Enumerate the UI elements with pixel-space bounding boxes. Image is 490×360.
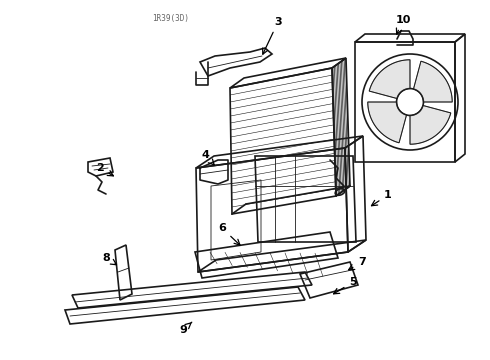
Text: 1R39(3D): 1R39(3D) bbox=[152, 14, 189, 23]
Text: 3: 3 bbox=[263, 17, 282, 54]
Text: 5: 5 bbox=[334, 277, 357, 294]
Text: 4: 4 bbox=[201, 150, 214, 165]
Text: 1: 1 bbox=[371, 190, 392, 206]
Text: 8: 8 bbox=[102, 253, 117, 265]
Text: 9: 9 bbox=[179, 322, 192, 335]
Text: 10: 10 bbox=[395, 15, 411, 34]
Polygon shape bbox=[414, 61, 452, 102]
Text: 7: 7 bbox=[348, 257, 366, 270]
Text: 6: 6 bbox=[218, 223, 240, 245]
Text: 2: 2 bbox=[96, 163, 113, 176]
Polygon shape bbox=[410, 105, 451, 144]
Polygon shape bbox=[369, 60, 410, 99]
Polygon shape bbox=[368, 102, 407, 143]
